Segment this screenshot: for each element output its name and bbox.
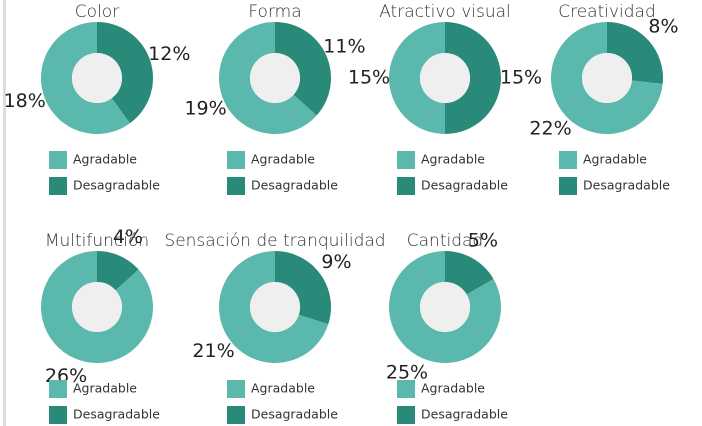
legend-swatch: [397, 177, 415, 195]
chart-title: Creatividad: [558, 2, 656, 22]
donut-segment: [275, 251, 331, 325]
donut-segment: [275, 22, 332, 116]
donut-hole: [250, 53, 300, 103]
donut-segment: [41, 22, 130, 134]
value-label: 22%: [529, 117, 571, 139]
legend-swatch: [559, 151, 577, 169]
legend-swatch: [49, 406, 67, 424]
legend-swatch: [227, 380, 245, 398]
donut-hole: [72, 53, 122, 103]
value-label: 4%: [113, 226, 143, 248]
legend-label: Agradable: [73, 381, 137, 396]
donut-segment: [389, 251, 502, 363]
donut-hole: [582, 53, 632, 103]
donut-segment: [389, 22, 445, 134]
legend-label: Agradable: [251, 381, 315, 396]
legend-label: Desagradable: [421, 178, 508, 193]
donut-segment: [445, 251, 494, 295]
chart-title: Sensación de tranquilidad: [164, 231, 385, 251]
chart-title: Atractivo visual: [379, 2, 511, 22]
legend-label: Agradable: [583, 152, 647, 167]
donut-segment: [551, 22, 663, 135]
legend-label: Desagradable: [251, 178, 338, 193]
donut-segment: [219, 251, 329, 364]
value-label: 5%: [468, 230, 498, 252]
legend-swatch: [559, 177, 577, 195]
value-label: 18%: [4, 90, 46, 112]
donut-hole: [420, 53, 470, 103]
legend-swatch: [49, 380, 67, 398]
legend-label: Agradable: [73, 152, 137, 167]
donut-hole: [72, 282, 122, 332]
donut-hole: [250, 282, 300, 332]
legend-label: Agradable: [251, 152, 315, 167]
donut-segment: [607, 22, 663, 84]
legend-swatch: [227, 151, 245, 169]
legend-swatch: [397, 406, 415, 424]
legend-swatch: [397, 151, 415, 169]
value-label: 15%: [500, 67, 542, 89]
value-label: 9%: [321, 251, 351, 273]
legend-label: Desagradable: [73, 407, 160, 422]
donut-segment: [445, 22, 502, 134]
value-label: 12%: [148, 43, 190, 65]
legend-label: Agradable: [421, 152, 485, 167]
legend-label: Desagradable: [583, 178, 670, 193]
value-label: 15%: [348, 67, 390, 89]
donut-segment: [97, 22, 153, 124]
donut-segment: [40, 251, 153, 363]
legend-swatch: [397, 380, 415, 398]
chart-title: Cantidad: [407, 231, 483, 251]
value-label: 25%: [386, 361, 428, 383]
legend-swatch: [227, 177, 245, 195]
chart-title: Forma: [248, 2, 301, 22]
left-border: [3, 0, 6, 426]
value-label: 19%: [184, 97, 226, 119]
chart-title: Multifunción: [45, 231, 149, 251]
legend-label: Desagradable: [421, 407, 508, 422]
value-label: 11%: [323, 36, 365, 58]
value-label: 8%: [648, 16, 678, 38]
legend-label: Agradable: [421, 381, 485, 396]
value-label: 21%: [192, 340, 234, 362]
legend-label: Desagradable: [73, 178, 160, 193]
donut-segment: [219, 22, 317, 134]
legend-swatch: [49, 177, 67, 195]
chart-title: Color: [75, 2, 119, 22]
legend-label: Desagradable: [251, 407, 338, 422]
donut-segment: [97, 251, 139, 291]
legend-swatch: [227, 406, 245, 424]
donut-hole: [420, 282, 470, 332]
legend-swatch: [49, 151, 67, 169]
